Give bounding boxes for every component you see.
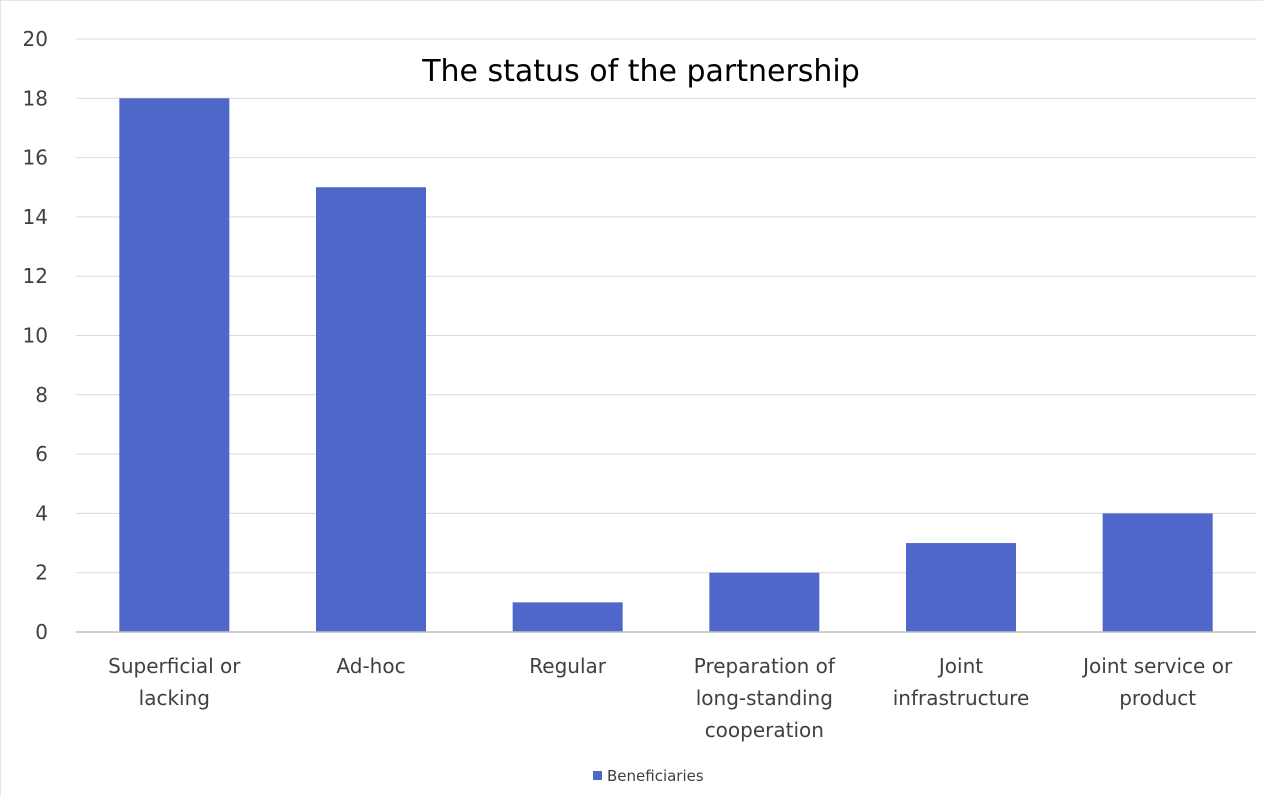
bar [512,602,623,632]
x-category-label: Ad-hoc [336,654,405,678]
x-category-label: Superficial or lacking [108,654,241,710]
gridlines [76,38,1256,574]
x-category-label: Joint service or product [1081,654,1233,710]
y-axis-tick-labels: 0 2 4 6 8 10 12 14 16 18 20 [23,27,48,644]
y-tick-label: 18 [23,86,48,110]
y-tick-label: 2 [35,561,48,585]
y-tick-label: 10 [23,324,48,348]
y-tick-label: 8 [35,383,48,407]
y-tick-label: 20 [23,27,48,51]
y-tick-label: 12 [23,264,48,288]
x-category-label: Preparation of long-standing cooperation [694,654,836,742]
chart-title: The status of the partnership [421,54,860,89]
bar [316,187,426,632]
y-tick-label: 4 [35,501,48,525]
x-category-label: Regular [529,654,606,678]
x-axis-category-labels: Superficial or lacking Ad-hoc Regular Prepar… [108,654,1233,742]
bar [1102,513,1213,632]
bars [119,98,1213,633]
legend-label: Beneficiaries [607,767,704,785]
bar [119,98,230,633]
y-tick-label: 14 [23,205,48,229]
legend-swatch [593,771,602,780]
y-tick-label: 16 [23,146,48,170]
y-tick-label: 6 [35,442,48,466]
bar [709,572,820,632]
bar [906,543,1016,632]
y-tick-label: 0 [35,620,48,644]
x-category-label: Joint infrastructure [893,654,1030,710]
legend: Beneficiaries [593,767,704,785]
